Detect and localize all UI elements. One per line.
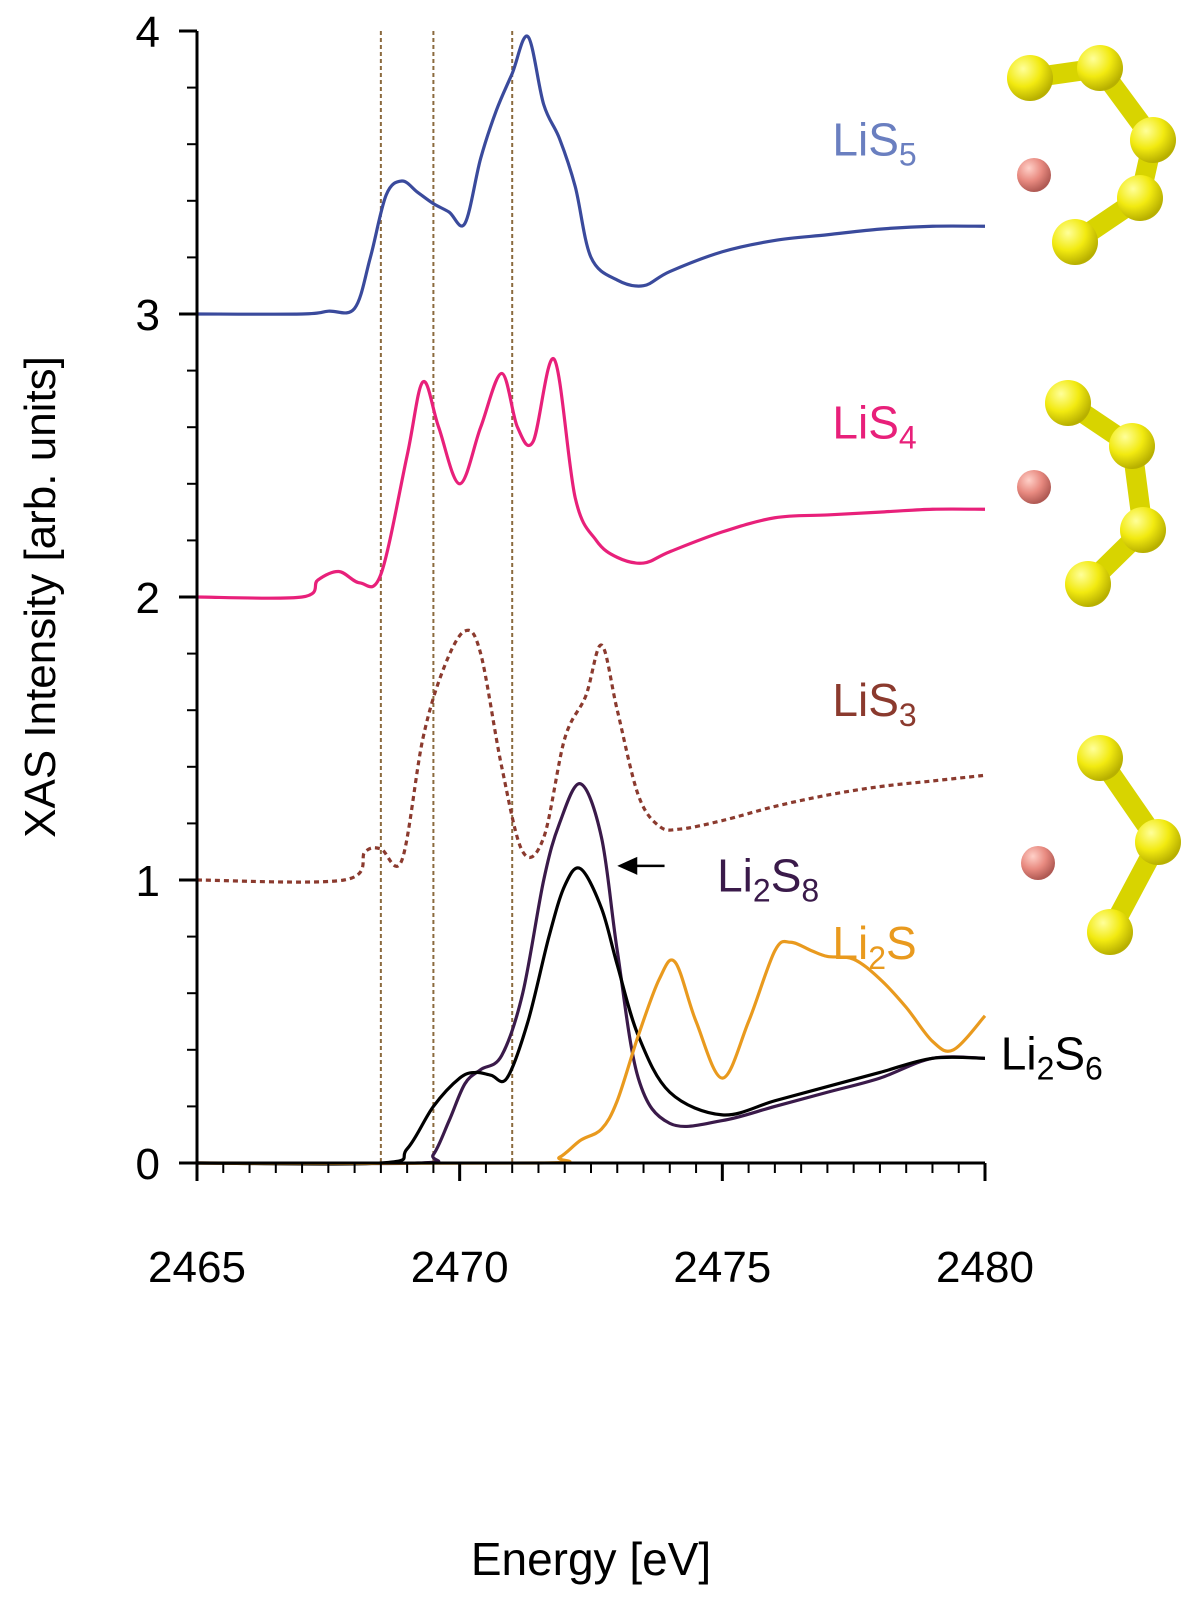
y-tick-label: 0 (136, 1140, 160, 1189)
y-tick-label: 1 (136, 857, 160, 906)
series-labels: LiS5 LiS4 LiS3 Li2S8 Li2S6 Li2S (717, 114, 1103, 1087)
y-axis-label: XAS Intensity [arb. units] (16, 356, 65, 838)
series-label: Li2S8 (717, 849, 819, 908)
series-label: Li2S6 (1001, 1028, 1103, 1087)
lis4-molecule-image (1017, 380, 1166, 607)
y-tick-label: 2 (136, 574, 160, 623)
y-tick-label: 4 (136, 8, 160, 57)
lis3-molecule-image (1021, 735, 1181, 955)
series-label: LiS5 (832, 114, 916, 173)
series-label: LiS4 (832, 397, 916, 456)
x-tick-label: 2465 (148, 1243, 246, 1292)
reference-lines (379, 31, 514, 1163)
series-line (196, 939, 987, 1166)
annotations (617, 856, 665, 875)
series-line (196, 782, 986, 1166)
y-tick-label: 3 (136, 291, 160, 340)
x-tick-label: 2470 (411, 1243, 509, 1292)
series-line (196, 34, 986, 316)
series-label: LiS3 (832, 674, 916, 733)
x-axis-label: Energy [eV] (471, 1533, 711, 1585)
series-line (196, 628, 986, 884)
axes (179, 29, 987, 1181)
x-tick-label: 2480 (936, 1243, 1034, 1292)
x-tick-label: 2475 (673, 1243, 771, 1292)
tick-labels: 0 1 2 3 4 2465 2470 2475 2480 (136, 8, 1034, 1292)
lis5-molecule-image (1007, 45, 1176, 265)
series-label: Li2S (832, 917, 916, 976)
annotation-arrowhead (617, 856, 638, 875)
series-layer (196, 34, 987, 1166)
series-line (196, 866, 986, 1166)
series-line (196, 357, 986, 600)
